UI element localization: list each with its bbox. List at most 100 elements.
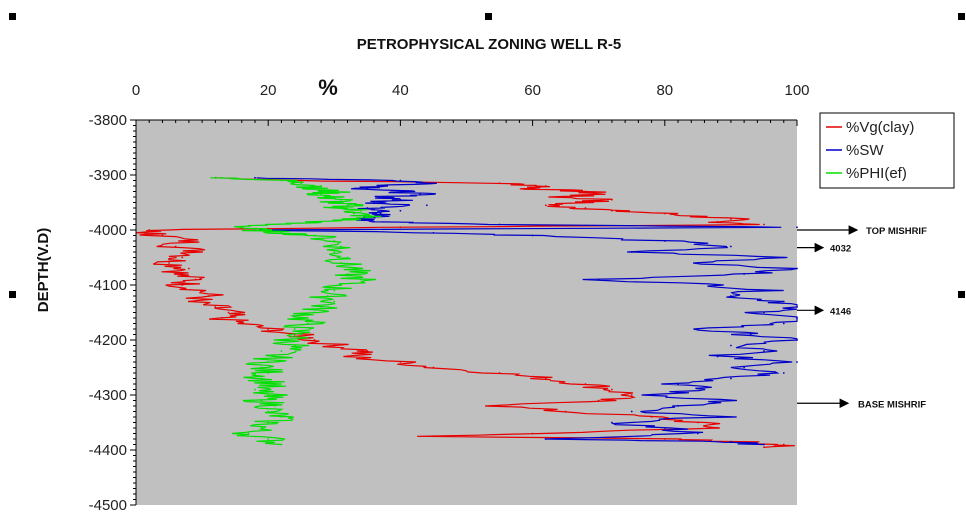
selection-handle-middle-right[interactable] [958,291,965,298]
y-tick-label: -4400 [89,442,127,459]
data-point-1-33 [782,300,785,303]
data-point-1-3 [386,185,389,187]
data-point-2-0 [221,176,223,179]
data-point-0-41 [333,344,336,347]
data-point-0-47 [544,377,547,380]
data-point-1-12 [399,209,402,212]
legend-box [819,112,955,189]
data-point-0-14 [696,215,699,218]
data-point-0-61 [782,443,785,446]
data-point-2-47 [260,377,263,380]
data-point-1-37 [782,322,785,325]
data-point-2-13 [353,212,356,215]
data-point-2-16 [320,220,322,223]
data-point-1-30 [716,284,719,286]
data-point-1-9 [373,201,375,204]
data-point-2-32 [326,295,329,297]
data-point-0-19 [148,229,151,231]
data-point-1-26 [696,262,699,264]
data-point-0-4 [531,187,534,190]
data-point-1-38 [696,328,699,330]
data-point-1-49 [703,388,706,391]
data-point-2-12 [359,209,362,212]
data-point-1-51 [730,399,732,402]
data-point-2-1 [280,179,283,182]
data-point-1-11 [366,207,369,209]
data-point-0-46 [498,372,501,374]
data-point-0-27 [187,267,190,270]
data-point-2-36 [300,317,303,319]
data-point-2-29 [359,278,362,281]
data-point-1-57 [696,432,699,435]
selection-handle-middle-left[interactable] [9,291,16,298]
y-tick-label: -4200 [89,332,127,349]
data-point-1-6 [419,193,422,196]
data-point-1-40 [796,339,798,341]
data-point-2-38 [293,328,296,330]
series-line-0 [135,177,795,448]
data-point-1-53 [630,410,633,413]
data-point-2-15 [353,218,356,220]
data-point-0-9 [577,201,580,204]
data-point-2-17 [267,223,270,226]
data-point-0-43 [346,355,349,358]
y-tick-label: -4000 [89,222,127,239]
selection-handle-top-right[interactable] [958,13,965,20]
data-point-0-32 [207,295,210,297]
data-point-0-59 [663,438,666,440]
data-point-0-17 [763,223,765,226]
annotation-label-2: 4146 [830,306,851,317]
data-point-1-2 [432,182,435,185]
data-point-1-23 [730,245,732,248]
x-tick-label: 0 [132,82,140,99]
data-point-2-51 [260,399,263,402]
data-point-0-10 [544,204,547,207]
data-point-0-31 [201,289,204,292]
data-point-0-62 [763,446,765,449]
data-point-2-20 [280,231,283,234]
data-point-1-58 [544,438,547,440]
data-point-1-41 [730,344,732,347]
data-point-0-42 [366,350,369,352]
data-point-2-6 [320,193,322,196]
data-point-2-41 [293,344,296,347]
data-point-1-60 [763,443,765,446]
data-point-1-42 [763,350,765,352]
data-point-0-3 [544,185,547,187]
chart-title: PETROPHYSICAL ZONING WELL R-5 [357,36,621,53]
data-point-0-18 [399,226,402,229]
data-point-1-47 [730,377,732,380]
data-point-2-37 [306,322,309,325]
data-point-1-48 [677,383,679,385]
data-point-1-22 [663,240,666,242]
data-point-2-28 [346,273,349,275]
data-point-0-44 [399,361,402,363]
selection-handle-top-left[interactable] [9,13,16,20]
data-point-0-49 [611,388,613,391]
data-point-2-24 [333,251,336,253]
data-point-0-34 [214,306,217,308]
data-point-0-1 [300,179,303,182]
data-point-0-30 [181,284,184,286]
annotation-label-0: TOP MISHRIF [866,226,927,237]
data-point-2-40 [287,339,289,341]
data-point-0-25 [181,256,184,259]
data-point-2-46 [267,372,270,374]
data-point-1-32 [730,295,732,297]
data-point-1-20 [432,231,435,234]
data-point-0-37 [240,322,243,325]
annotation-label-1: 4032 [830,244,851,255]
y-tick-label: -4100 [89,277,127,294]
data-point-0-12 [611,209,613,212]
data-point-0-2 [498,182,501,185]
data-point-2-8 [340,198,342,201]
data-point-0-55 [696,421,699,424]
data-point-1-24 [630,251,633,253]
data-point-2-45 [260,366,263,369]
selection-handle-top-center[interactable] [485,13,492,20]
data-point-2-48 [273,383,276,385]
data-point-1-10 [425,204,428,207]
data-point-2-56 [260,427,263,429]
data-point-0-35 [227,311,230,314]
